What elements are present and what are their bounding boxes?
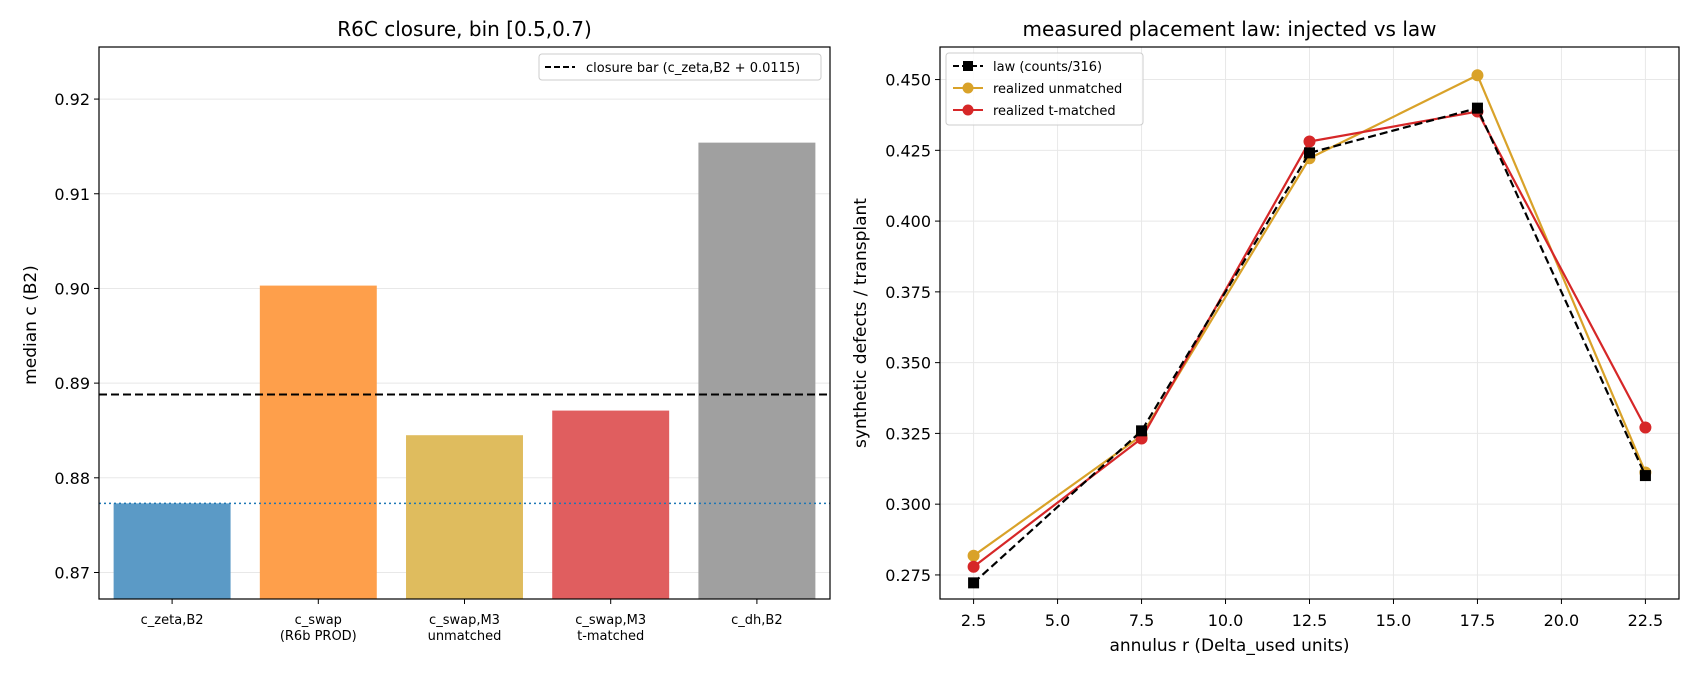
line-chart-legend: law (counts/316) realized unmatched realiz… (945, 52, 1144, 126)
bar-chart-legend: closure bar (c_zeta,B2 + 0.0115) (538, 53, 822, 81)
x-tick-label: 15.0 (1376, 611, 1412, 630)
y-tick-label: 0.400 (885, 212, 931, 231)
y-tick-label: 0.350 (885, 354, 931, 373)
x-tick-label: c_swap,M3 (575, 613, 646, 628)
y-tick-label: 0.325 (885, 424, 931, 443)
y-tick-label: 0.375 (885, 283, 931, 302)
line-chart-y-ticks: 0.275 0.300 0.325 0.350 0.375 0.400 0.425 0.450 (885, 71, 940, 585)
data-point (1303, 135, 1316, 148)
x-tick-label: 5.0 (1045, 611, 1070, 630)
x-tick-label: c_dh,B2 (731, 613, 782, 628)
x-tick-label: c_swap (295, 613, 342, 628)
legend-label: realized t-matched (993, 104, 1116, 119)
line-chart-panel: measured placement law: injected vs law … (851, 17, 1680, 656)
bar-chart-y-axis-label: median c (B2) (21, 265, 41, 385)
legend-swatch-marker (963, 61, 973, 71)
data-point (1639, 470, 1651, 482)
y-tick-label: 0.92 (54, 90, 90, 109)
x-tick-label: 2.5 (961, 611, 986, 630)
data-point (1471, 69, 1484, 82)
x-tick-label: 17.5 (1460, 611, 1496, 630)
line-chart-x-ticks: 2.5 5.0 7.5 10.0 12.5 15.0 17.5 20.0 22.5 (961, 599, 1663, 630)
legend-box (945, 52, 1144, 126)
legend-label: realized unmatched (993, 82, 1122, 97)
line-chart-x-axis-label: annulus r (Delta_used units) (1109, 636, 1349, 656)
bar (552, 410, 670, 599)
bar-chart-title: R6C closure, bin [0.5,0.7) (337, 17, 592, 41)
legend-closure-bar-label: closure bar (c_zeta,B2 + 0.0115) (586, 61, 800, 76)
bar (113, 503, 231, 599)
y-tick-label: 0.425 (885, 141, 931, 160)
bar (259, 285, 377, 599)
legend-label: law (counts/316) (993, 60, 1102, 75)
y-tick-label: 0.89 (54, 374, 90, 393)
x-tick-label: 12.5 (1292, 611, 1328, 630)
data-point (1471, 102, 1483, 114)
y-tick-label: 0.88 (54, 469, 90, 488)
bar-chart-y-ticks: 0.87 0.88 0.89 0.90 0.91 0.92 (54, 90, 99, 582)
x-tick-label: t-matched (577, 629, 644, 644)
series-law-counts-316- (968, 102, 1651, 589)
y-tick-label: 0.87 (54, 563, 90, 582)
bar-chart-x-ticks: c_zeta,B2 c_swap(R6b PROD)c_swap,M3unmatc… (141, 599, 783, 644)
x-tick-label: 20.0 (1544, 611, 1580, 630)
x-tick-label: c_swap,M3 (429, 613, 500, 628)
legend-swatch-marker (962, 104, 974, 116)
reference-lines (99, 393, 830, 505)
line-chart-y-axis-label: synthetic defects / transplant (851, 198, 871, 448)
y-tick-label: 0.275 (885, 566, 931, 585)
data-point (968, 577, 980, 589)
data-point (1136, 425, 1148, 437)
line-series (967, 69, 1652, 589)
y-tick-label: 0.300 (885, 495, 931, 514)
x-tick-label: unmatched (428, 629, 502, 644)
data-point (1304, 147, 1315, 159)
data-point (967, 560, 980, 573)
bar-chart-panel: R6C closure, bin [0.5,0.7) median c (B2)… (21, 17, 831, 644)
series-line (972, 106, 1647, 584)
legend-box (538, 53, 822, 81)
x-tick-label: c_zeta,B2 (141, 613, 204, 628)
legend-swatch-marker (962, 82, 974, 94)
bars (113, 142, 816, 599)
data-point (1639, 421, 1652, 434)
line-chart-title: measured placement law: injected vs law (1023, 17, 1437, 41)
x-tick-label: 10.0 (1208, 611, 1244, 630)
x-tick-label: 7.5 (1129, 611, 1154, 630)
y-tick-label: 0.90 (54, 279, 90, 298)
x-tick-label: (R6b PROD) (280, 629, 357, 644)
bar (406, 435, 523, 599)
x-tick-label: 22.5 (1628, 611, 1664, 630)
y-tick-label: 0.450 (885, 71, 931, 90)
y-tick-label: 0.91 (54, 185, 90, 204)
bar (698, 142, 816, 599)
data-point (967, 549, 980, 562)
